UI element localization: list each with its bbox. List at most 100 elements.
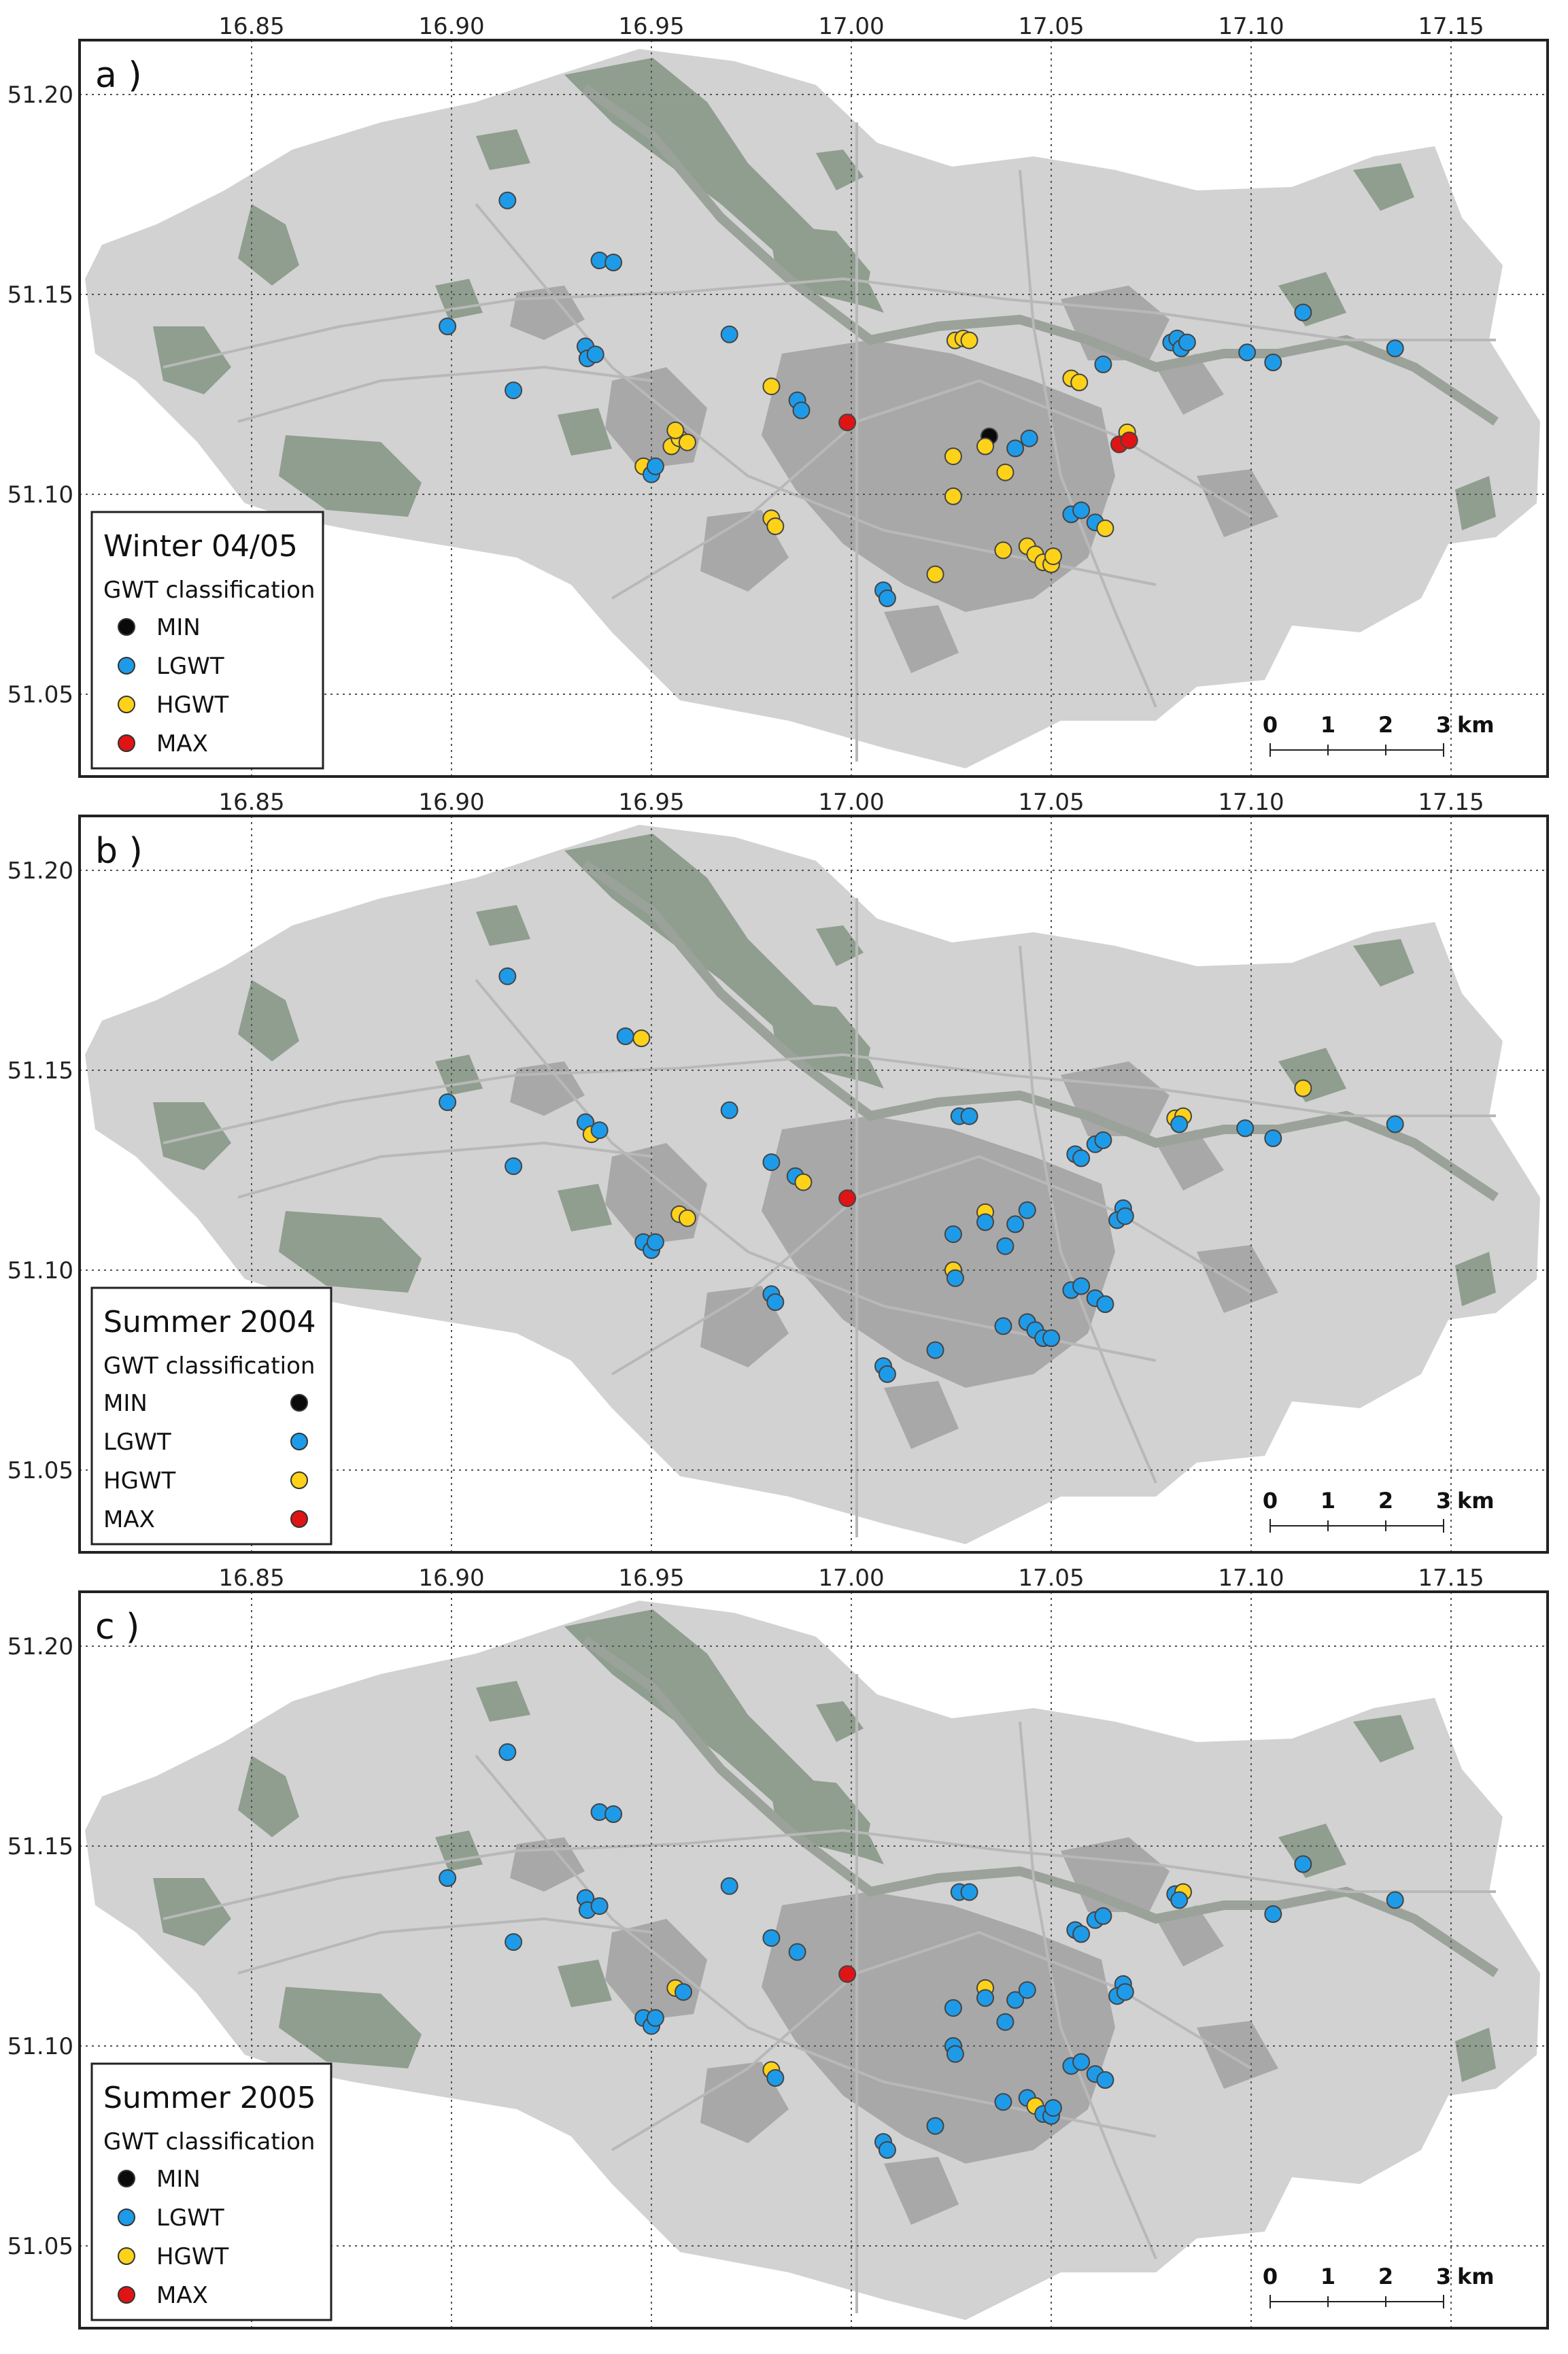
- point-hgwt: [766, 517, 785, 535]
- point-lgwt: [788, 1943, 806, 1961]
- scale-bar-line: [1269, 743, 1444, 757]
- point-lgwt: [1042, 1329, 1060, 1347]
- legend-subtitle: GWT classification: [103, 2128, 315, 2155]
- point-lgwt: [946, 2045, 964, 2063]
- point-hgwt: [794, 1173, 813, 1191]
- point-lgwt: [1094, 1907, 1112, 1925]
- lon-tick: 17.00: [818, 1565, 884, 1592]
- lon-tick: 17.05: [1018, 1565, 1084, 1592]
- scale-label: 0: [1263, 1488, 1278, 1514]
- lat-tick: 51.10: [7, 2033, 73, 2060]
- point-lgwt: [505, 1157, 523, 1176]
- lon-tick: 16.90: [418, 1565, 484, 1592]
- panel-label: a ): [95, 55, 142, 96]
- lon-tick: 17.10: [1218, 789, 1284, 816]
- legend-a: Winter 04/05 GWT classification MIN LGWT…: [90, 511, 324, 770]
- lat-tick: 51.20: [7, 82, 73, 109]
- panel-frame-a: [78, 39, 1549, 778]
- scale-bar-b: 0 1 2 3 km: [1263, 1488, 1495, 1533]
- point-lgwt: [1264, 354, 1282, 371]
- legend-swatch-lgwt: [290, 1433, 308, 1450]
- legend-swatch-lgwt: [118, 2208, 135, 2226]
- point-lgwt: [878, 1365, 896, 1383]
- point-lgwt: [646, 457, 664, 475]
- point-lgwt: [1264, 1129, 1282, 1147]
- point-lgwt: [720, 325, 738, 343]
- point-lgwt: [960, 1107, 978, 1125]
- point-lgwt: [1072, 1149, 1091, 1167]
- graticule: [80, 816, 1548, 1552]
- point-hgwt: [926, 565, 944, 583]
- point-lgwt: [944, 1225, 962, 1244]
- map-layers-a: [80, 40, 1548, 777]
- point-lgwt: [498, 1743, 517, 1761]
- lon-tick: 17.10: [1218, 1565, 1284, 1592]
- point-lgwt: [675, 1983, 692, 2001]
- legend-swatch-hgwt: [118, 696, 135, 713]
- lat-tick: 51.15: [7, 282, 73, 309]
- point-lgwt: [926, 2117, 944, 2135]
- point-lgwt: [766, 1293, 785, 1311]
- point-lgwt: [604, 1805, 623, 1823]
- lon-tick: 17.05: [1018, 789, 1084, 816]
- point-lgwt: [498, 191, 517, 209]
- base-map: [85, 1601, 1540, 2320]
- legend-item-label: MAX: [156, 2282, 208, 2309]
- point-lgwt: [926, 1341, 944, 1359]
- point-lgwt: [1116, 1983, 1134, 2001]
- lon-tick: 16.95: [618, 789, 684, 816]
- point-hgwt: [994, 541, 1012, 560]
- point-lgwt: [766, 2069, 785, 2087]
- point-lgwt: [762, 1153, 781, 1172]
- panel-frame-b: [78, 815, 1549, 1554]
- legend-item-label: LGWT: [156, 2204, 224, 2232]
- point-lgwt: [1044, 2099, 1062, 2117]
- point-lgwt: [439, 1869, 457, 1887]
- legend-subtitle: GWT classification: [103, 1352, 315, 1380]
- point-lgwt: [996, 1237, 1015, 1255]
- point-hgwt: [1070, 373, 1089, 392]
- panel-label: c ): [95, 1607, 139, 1648]
- scale-label: 3: [1436, 1488, 1451, 1514]
- legend-box: [90, 2062, 333, 2321]
- point-lgwt: [1294, 303, 1312, 322]
- lat-tick-labels-b: 51.20 51.15 51.10 51.05: [7, 857, 73, 1484]
- lon-tick: 16.95: [618, 1565, 684, 1592]
- point-lgwt: [1178, 333, 1196, 352]
- point-lgwt: [1096, 2071, 1114, 2089]
- map-layers-c: [80, 1592, 1548, 2328]
- legend-item-label: LGWT: [156, 653, 224, 680]
- point-hgwt: [632, 1029, 651, 1047]
- point-lgwt: [1264, 1905, 1282, 1923]
- legend-item-label: LGWT: [103, 1429, 171, 1456]
- point-lgwt: [439, 318, 457, 335]
- lon-tick: 17.00: [818, 13, 884, 40]
- lat-tick: 51.10: [7, 481, 73, 509]
- legend-swatch-max: [290, 1510, 308, 1528]
- point-lgwt: [604, 254, 623, 271]
- point-lgwt: [505, 381, 523, 400]
- base-map: [85, 825, 1540, 1544]
- point-hgwt: [666, 421, 685, 439]
- lat-tick: 51.20: [7, 857, 73, 885]
- scale-unit: km: [1457, 2264, 1495, 2289]
- legend-item-label: HGWT: [156, 2243, 229, 2270]
- point-max: [838, 413, 857, 432]
- point-max: [1120, 431, 1138, 449]
- point-lgwt: [1236, 1119, 1255, 1138]
- legend-swatch-min: [118, 2170, 135, 2187]
- lon-tick: 17.15: [1418, 789, 1484, 816]
- point-lgwt: [439, 1093, 457, 1111]
- measurement-points-c: [439, 1743, 1404, 2159]
- legend-item-label: MIN: [103, 1390, 148, 1417]
- point-lgwt: [1006, 1991, 1025, 2009]
- legend-swatch-min: [118, 618, 135, 636]
- legend-swatch-max: [118, 734, 135, 752]
- base-map: [85, 49, 1540, 768]
- point-lgwt: [960, 1883, 978, 1901]
- legend-swatch-min: [290, 1394, 308, 1412]
- point-lgwt: [994, 2093, 1012, 2111]
- point-hgwt: [996, 463, 1015, 481]
- legend-item-label: MIN: [156, 614, 201, 641]
